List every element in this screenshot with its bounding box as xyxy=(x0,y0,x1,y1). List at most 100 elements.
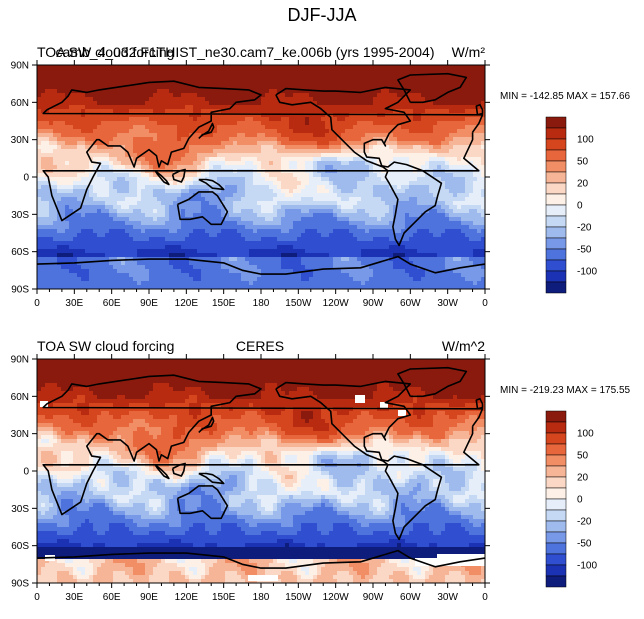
field-cell xyxy=(113,145,118,150)
field-cell xyxy=(285,205,290,210)
field-cell xyxy=(365,209,370,214)
field-cell xyxy=(205,77,210,82)
field-cell xyxy=(53,237,58,242)
field-cell xyxy=(261,109,266,114)
field-cell xyxy=(357,77,362,82)
field-cell xyxy=(217,189,222,194)
field-cell xyxy=(349,137,354,142)
field-cell xyxy=(57,141,62,146)
field-cell xyxy=(357,121,362,126)
field-cell xyxy=(85,93,90,98)
field-cell xyxy=(397,229,402,234)
field-cell xyxy=(401,129,406,134)
field-cell xyxy=(293,145,298,150)
field-cell xyxy=(189,197,194,202)
field-cell xyxy=(145,105,150,110)
field-cell xyxy=(433,193,438,198)
field-cell xyxy=(385,225,390,230)
field-cell xyxy=(293,89,298,94)
field-cell xyxy=(333,153,338,158)
field-cell xyxy=(305,157,310,162)
field-cell xyxy=(57,73,62,78)
field-cell xyxy=(141,229,146,234)
field-cell xyxy=(237,201,242,206)
field-cell xyxy=(89,185,94,190)
field-cell xyxy=(241,149,246,154)
field-cell xyxy=(325,129,330,134)
field-cell xyxy=(89,165,94,170)
field-cell xyxy=(309,189,314,194)
field-cell xyxy=(209,97,214,102)
field-cell xyxy=(293,197,298,202)
field-cell xyxy=(245,81,250,86)
field-cell xyxy=(141,125,146,130)
field-cell xyxy=(309,137,314,142)
field-cell xyxy=(305,217,310,222)
field-cell xyxy=(377,165,382,170)
field-cell xyxy=(85,193,90,198)
field-cell xyxy=(45,113,50,118)
field-cell xyxy=(389,177,394,182)
field-cell xyxy=(177,85,182,90)
field-cell xyxy=(253,181,258,186)
field-cell xyxy=(361,145,366,150)
field-cell xyxy=(321,129,326,134)
field-cell xyxy=(277,197,282,202)
field-cell xyxy=(65,241,70,246)
field-cell xyxy=(341,65,346,70)
field-cell xyxy=(169,157,174,162)
field-cell xyxy=(117,77,122,82)
field-cell xyxy=(193,109,198,114)
field-cell xyxy=(169,165,174,170)
field-cell xyxy=(245,189,250,194)
field-cell xyxy=(97,73,102,78)
field-cell xyxy=(261,101,266,106)
field-cell xyxy=(61,165,66,170)
field-cell xyxy=(345,125,350,130)
field-cell xyxy=(321,161,326,166)
field-cell xyxy=(281,65,286,70)
field-cell xyxy=(405,173,410,178)
field-cell xyxy=(77,97,82,102)
field-cell xyxy=(413,181,418,186)
field-cell xyxy=(365,157,370,162)
field-cell xyxy=(233,89,238,94)
field-cell xyxy=(137,133,142,138)
field-cell xyxy=(85,145,90,150)
field-cell xyxy=(385,101,390,106)
field-cell xyxy=(445,133,450,138)
field-cell xyxy=(105,117,110,122)
field-cell xyxy=(133,77,138,82)
field-cell xyxy=(193,201,198,206)
field-cell xyxy=(185,237,190,242)
field-cell xyxy=(313,201,318,206)
field-cell xyxy=(369,93,374,98)
field-cell xyxy=(341,205,346,210)
field-cell xyxy=(77,129,82,134)
field-cell xyxy=(101,221,106,226)
field-cell xyxy=(165,129,170,134)
field-cell xyxy=(325,201,330,206)
field-cell xyxy=(297,65,302,70)
field-cell xyxy=(65,225,70,230)
field-cell xyxy=(453,161,458,166)
field-cell xyxy=(165,97,170,102)
field-cell xyxy=(133,121,138,126)
field-cell xyxy=(221,189,226,194)
field-cell xyxy=(41,81,46,86)
field-cell xyxy=(189,173,194,178)
field-cell xyxy=(237,181,242,186)
field-cell xyxy=(213,165,218,170)
field-cell xyxy=(221,73,226,78)
field-cell xyxy=(225,73,230,78)
field-cell xyxy=(313,221,318,226)
field-cell xyxy=(113,225,118,230)
field-cell xyxy=(329,221,334,226)
field-cell xyxy=(217,173,222,178)
field-cell xyxy=(65,105,70,110)
field-cell xyxy=(189,117,194,122)
field-cell xyxy=(285,89,290,94)
field-cell xyxy=(149,209,154,214)
field-cell xyxy=(413,209,418,214)
field-cell xyxy=(397,197,402,202)
